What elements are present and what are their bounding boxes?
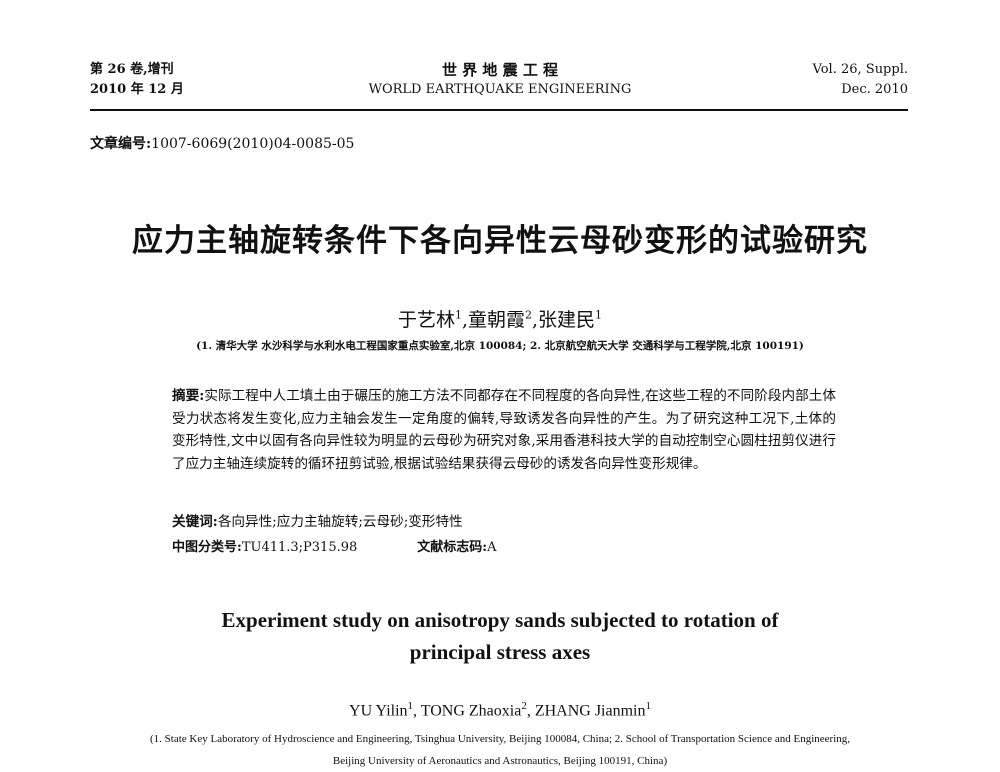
sup: 1 (645, 700, 651, 712)
authors: 于艺林1,童朝霞2,张建民1 (0, 305, 1000, 332)
label: 文献标志码: (417, 540, 488, 555)
author: ,张建民 (532, 309, 596, 331)
author: , ZHANG Jianmin (526, 702, 646, 720)
sup: 1 (595, 308, 603, 322)
affiliation: (1. 清华大学 水沙科学与水利水电工程国家重点实验室,北京 100084; 2… (196, 340, 804, 352)
title: 应力主轴旋转条件下各向异性云母砂变形的试验研究 (132, 223, 868, 259)
label: 关键词: (172, 514, 218, 530)
english-title: Experiment study on anisotropy sands sub… (0, 604, 1000, 668)
label: 文章编号: (90, 136, 152, 152)
author: YU Yilin (349, 702, 408, 720)
classification-line: 中图分类号:TU411.3;P315.98 文献标志码:A (172, 536, 496, 555)
journal-en: WORLD EARTHQUAKE ENGINEERING (368, 82, 632, 97)
header-center: 世 界 地 震 工 程 WORLD EARTHQUAKE ENGINEERING (300, 60, 700, 100)
sup: 2 (525, 308, 532, 322)
author: 于艺林 (397, 309, 455, 331)
header-right: Vol. 26, Suppl. Dec. 2010 (813, 60, 908, 100)
english-authors: YU Yilin1, TONG Zhaoxia2, ZHANG Jianmin1 (0, 700, 1000, 720)
text: A (487, 540, 497, 555)
sup: 2 (521, 700, 527, 712)
sup: 1 (454, 308, 462, 322)
sup: 1 (407, 700, 414, 712)
label: 中图分类号: (172, 540, 242, 555)
value: 1007-6069(2010)04-0085-05 (151, 136, 355, 152)
label: 摘要: (172, 388, 205, 404)
text: 各向异性;应力主轴旋转;云母砂;变形特性 (217, 514, 463, 530)
title-line: principal stress axes (409, 640, 591, 664)
volume: 第 26 卷,增刊 (90, 62, 174, 77)
english-affiliation: (1. State Key Laboratory of Hydroscience… (149, 733, 851, 767)
keywords: 关键词:各向异性;应力主轴旋转;云母砂;变形特性 (172, 510, 463, 530)
volume-en: Vol. 26, Suppl. (812, 62, 908, 77)
journal-cn: 世 界 地 震 工 程 (441, 61, 559, 79)
title-line: Experiment study on anisotropy sands sub… (221, 608, 779, 632)
text: TU411.3;P315.98 (241, 540, 358, 555)
header-rule (90, 109, 908, 111)
article-number: 文章编号:1007-6069(2010)04-0085-05 (90, 133, 354, 153)
header-left: 第 26 卷,增刊 2010 年 12 月 (90, 60, 184, 100)
text: 实际工程中人工填土由于碾压的施工方法不同都存在不同程度的各向异性,在这些工程的不… (172, 388, 836, 472)
author: , TONG Zhaoxia (413, 702, 522, 720)
abstract: 摘要:实际工程中人工填土由于碾压的施工方法不同都存在不同程度的各向异性,在这些工… (172, 385, 836, 475)
author: ,童朝霞 (461, 309, 525, 331)
date: 2010 年 12 月 (90, 82, 184, 97)
date-en: Dec. 2010 (841, 82, 908, 97)
